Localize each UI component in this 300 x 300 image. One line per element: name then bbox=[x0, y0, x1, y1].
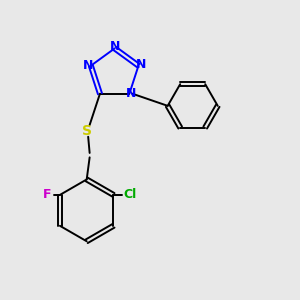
Text: Cl: Cl bbox=[123, 188, 136, 201]
Text: F: F bbox=[42, 188, 51, 201]
Text: N: N bbox=[136, 58, 147, 71]
Text: N: N bbox=[83, 59, 93, 72]
Text: N: N bbox=[110, 40, 120, 53]
Text: S: S bbox=[82, 124, 92, 138]
Text: N: N bbox=[126, 87, 136, 100]
